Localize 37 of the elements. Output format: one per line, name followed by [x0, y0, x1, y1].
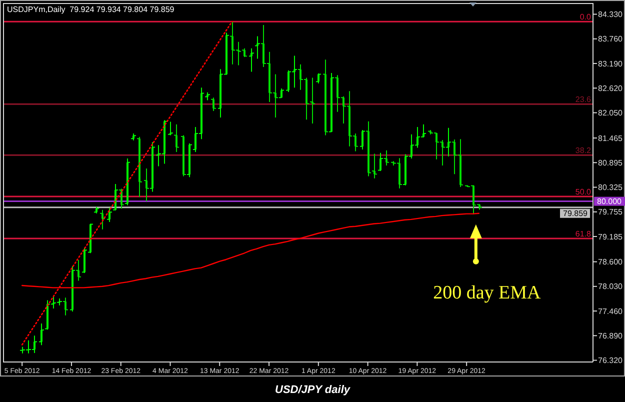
annotation: 61.8	[575, 229, 592, 238]
y-tick-label: 79.755	[598, 208, 624, 217]
candlestick	[249, 48, 254, 72]
annotation: 50.0	[575, 188, 592, 197]
y-tick-label: 80.895	[598, 158, 624, 168]
y-tick-label: 76.890	[598, 331, 624, 340]
candlestick	[63, 297, 68, 316]
y-tick-label: 78.030	[598, 282, 624, 292]
ref-line-label: 80.000	[597, 197, 622, 206]
annotation: 38.2	[575, 146, 592, 156]
y-tick-label: 83.760	[598, 34, 624, 44]
y-tick-label: 83.190	[598, 59, 624, 68]
y-tick-label: 79.185	[598, 232, 624, 242]
y-tick-label: 84.330	[598, 10, 624, 20]
y-tick-label: 77.460	[598, 306, 624, 316]
candlestick	[378, 152, 383, 172]
candlestick	[384, 150, 389, 166]
annotation: 0.0	[580, 12, 592, 22]
candlestick	[168, 121, 173, 136]
y-tick-label: 82.050	[598, 108, 624, 118]
candlestick	[174, 124, 179, 153]
candlestick	[211, 97, 216, 112]
annotation: 23.6	[575, 95, 592, 104]
candlestick	[316, 72, 321, 84]
candlestick	[446, 127, 451, 157]
candlestick	[372, 153, 377, 179]
y-tick-label: 80.325	[598, 183, 624, 192]
y-tick-label: 82.620	[598, 84, 624, 93]
y-tick-label: 78.600	[598, 258, 624, 267]
candlestick	[76, 260, 81, 282]
chart-subtitle: USDJPYm,Daily 79.924 79.934 79.804 79.859	[7, 5, 175, 14]
annotation: 200 day EMA	[433, 282, 542, 304]
candlestick	[255, 36, 260, 60]
y-tick-label: 76.320	[598, 356, 624, 366]
ref-line-label: 79.859	[563, 209, 588, 218]
text: USD/JPY daily	[275, 384, 351, 396]
y-tick-label: 81.465	[598, 134, 624, 143]
